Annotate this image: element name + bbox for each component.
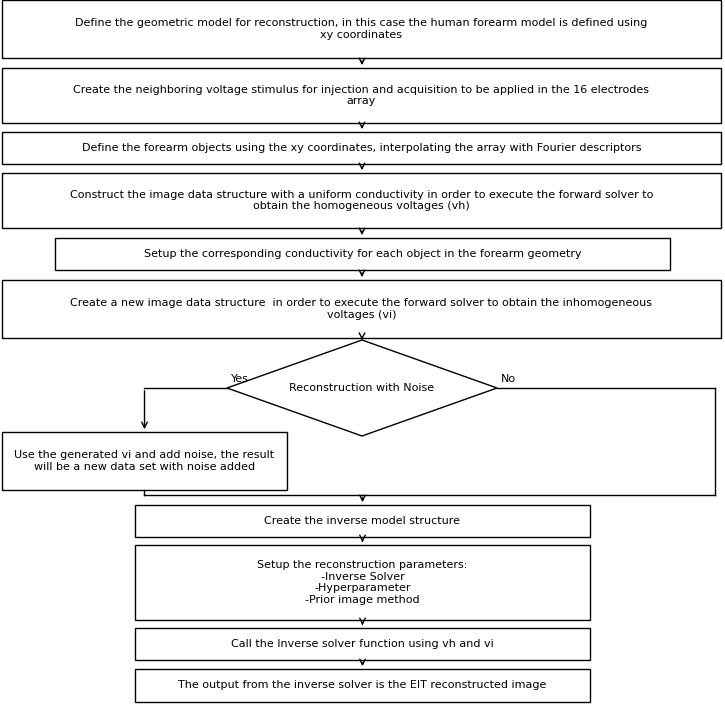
FancyBboxPatch shape xyxy=(2,68,721,123)
Text: Define the geometric model for reconstruction, in this case the human forearm mo: Define the geometric model for reconstru… xyxy=(75,18,647,40)
Text: Setup the corresponding conductivity for each object in the forearm geometry: Setup the corresponding conductivity for… xyxy=(144,249,581,259)
Text: Define the forearm objects using the xy coordinates, interpolating the array wit: Define the forearm objects using the xy … xyxy=(82,143,641,153)
Text: Create the inverse model structure: Create the inverse model structure xyxy=(265,516,460,526)
Text: Call the Inverse solver function using vh and vi: Call the Inverse solver function using v… xyxy=(231,639,494,649)
FancyBboxPatch shape xyxy=(135,669,590,702)
FancyBboxPatch shape xyxy=(2,132,721,164)
Text: Yes: Yes xyxy=(231,374,249,384)
FancyBboxPatch shape xyxy=(2,280,721,338)
FancyBboxPatch shape xyxy=(135,505,590,537)
Polygon shape xyxy=(227,340,497,436)
Text: No: No xyxy=(501,374,516,384)
Text: Reconstruction with Noise: Reconstruction with Noise xyxy=(289,383,434,393)
FancyBboxPatch shape xyxy=(55,238,670,270)
FancyBboxPatch shape xyxy=(135,628,590,660)
Text: Create a new image data structure  in order to execute the forward solver to obt: Create a new image data structure in ord… xyxy=(70,298,653,320)
Text: The output from the inverse solver is the EIT reconstructed image: The output from the inverse solver is th… xyxy=(178,681,547,691)
FancyBboxPatch shape xyxy=(2,173,721,228)
FancyBboxPatch shape xyxy=(2,432,287,490)
FancyBboxPatch shape xyxy=(135,545,590,620)
Text: Create the neighboring voltage stimulus for injection and acquisition to be appl: Create the neighboring voltage stimulus … xyxy=(73,84,650,107)
Text: Construct the image data structure with a uniform conductivity in order to execu: Construct the image data structure with … xyxy=(70,189,653,212)
Text: Use the generated vi and add noise, the result
will be a new data set with noise: Use the generated vi and add noise, the … xyxy=(14,450,275,472)
FancyBboxPatch shape xyxy=(2,0,721,58)
Text: Setup the reconstruction parameters:
-Inverse Solver
-Hyperparameter
-Prior imag: Setup the reconstruction parameters: -In… xyxy=(257,560,468,605)
